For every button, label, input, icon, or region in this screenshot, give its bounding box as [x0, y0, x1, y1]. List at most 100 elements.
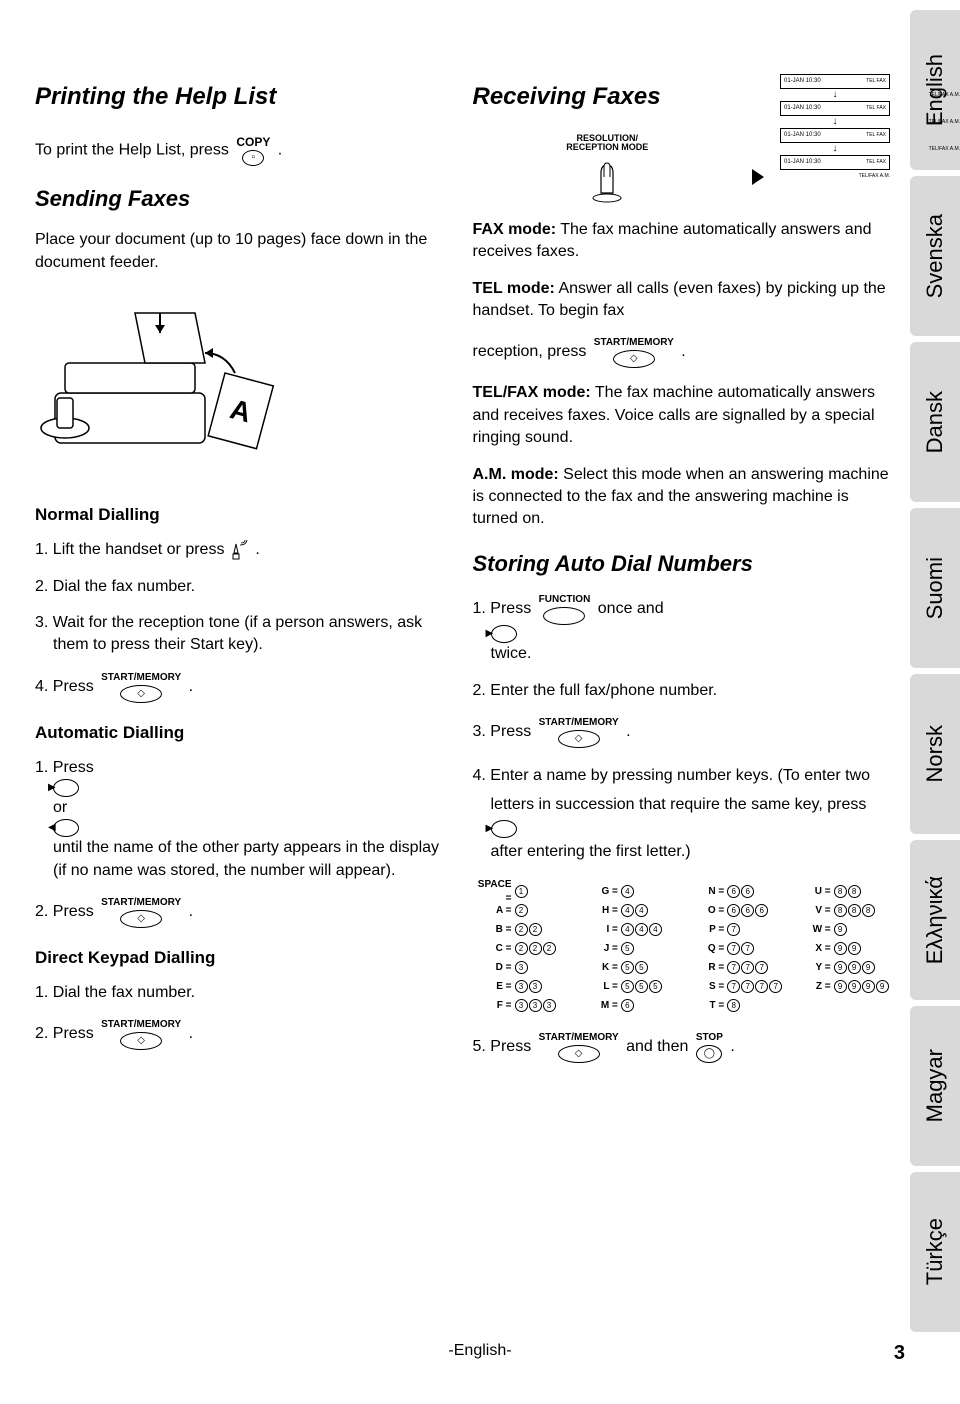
keypad-digit-icon: 3: [529, 980, 542, 993]
left-column: Printing the Help List To print the Help…: [35, 80, 453, 1302]
lang-tab-magyar[interactable]: Magyar: [910, 1006, 960, 1166]
keypad-digit-icon: 9: [862, 961, 875, 974]
letter-row: R =777: [685, 960, 783, 976]
page-footer: -English- 3: [0, 1332, 960, 1380]
store-step4: 4. Enter a name by pressing number keys.…: [473, 762, 891, 866]
letter-col-3: N =66O =666P =7Q =77R =777S =7777T =8: [685, 881, 783, 1017]
letter-row: F =333: [473, 998, 571, 1014]
keypad-digit-icon: 5: [621, 961, 634, 974]
letter-row: C =222: [473, 941, 571, 957]
keypad-digit-icon: 9: [848, 942, 861, 955]
lang-tab-svenska[interactable]: Svenska: [910, 176, 960, 336]
hand-press-icon: [587, 153, 627, 203]
keypad-digit-icon: 3: [543, 999, 556, 1012]
title-help-list: Printing the Help List: [35, 80, 453, 114]
keypad-digit-icon: 9: [834, 980, 847, 993]
auto-step1-a: 1. Press: [35, 759, 94, 776]
keypad-digit-icon: 7: [755, 980, 768, 993]
keypad-digit-icon: 9: [862, 980, 875, 993]
keypad-digit-icon: 9: [834, 942, 847, 955]
store-step3: 3. Press START/MEMORY ◇ .: [473, 716, 891, 748]
keypad-digit-icon: 8: [834, 904, 847, 917]
letter-row: E =33: [473, 979, 571, 995]
auto-step1-b: or: [53, 799, 67, 816]
telfax-mode-label: TEL/FAX mode:: [473, 384, 591, 401]
keypad-digit-icon: 4: [635, 923, 648, 936]
keypad-digit-icon: 9: [848, 961, 861, 974]
letter-col-1: SPACE =1A =2B =22C =222D =3E =33F =333: [473, 881, 571, 1017]
function-label: FUNCTION: [539, 593, 591, 607]
keypad-digit-icon: 9: [834, 923, 847, 936]
tel-mode-label: TEL mode:: [473, 280, 555, 297]
keypad-digit-icon: 7: [727, 942, 740, 955]
tel-mode-para: TEL mode: Answer all calls (even faxes) …: [473, 278, 891, 323]
right-arrow-button-icon: ▶: [53, 779, 79, 797]
start-oval: ◇: [120, 685, 162, 703]
letter-row: Q =77: [685, 941, 783, 957]
speaker-icon: [231, 540, 249, 560]
letter-row: A =2: [473, 903, 571, 919]
keypad-digit-icon: 5: [635, 980, 648, 993]
keypad-digit-icon: 3: [515, 980, 528, 993]
am-mode-para: A.M. mode: Select this mode when an answ…: [473, 464, 891, 531]
normal-step1: 1. Lift the handset or press .: [35, 539, 453, 561]
keypad-digit-icon: 4: [621, 904, 634, 917]
fax-mode-label: FAX mode:: [473, 221, 557, 238]
print-help-prefix: To print the Help List, press: [35, 141, 233, 158]
store-step5-b: and then: [626, 1038, 693, 1055]
letter-row: B =22: [473, 922, 571, 938]
direct-step2-prefix: 2. Press: [35, 1026, 98, 1043]
keypad-digit-icon: 6: [741, 885, 754, 898]
store-step3-prefix: 3. Press: [473, 723, 536, 740]
lang-tab-dansk[interactable]: Dansk: [910, 342, 960, 502]
keypad-digit-icon: 8: [848, 904, 861, 917]
keypad-digit-icon: 7: [741, 961, 754, 974]
start-memory-icon-2: START/MEMORY ◇: [101, 896, 181, 928]
letter-row: P =7: [685, 922, 783, 938]
lang-tab-norsk[interactable]: Norsk: [910, 674, 960, 834]
normal-step4: 4. Press START/MEMORY ◇ .: [35, 671, 453, 703]
keypad-digit-icon: 9: [834, 961, 847, 974]
keypad-digit-icon: 8: [727, 999, 740, 1012]
keypad-digit-icon: 7: [727, 961, 740, 974]
direct-step1: 1. Dial the fax number.: [35, 982, 453, 1004]
keypad-digit-icon: 4: [635, 904, 648, 917]
store-step1-b: once and: [598, 601, 664, 618]
start-memory-label: START/MEMORY: [101, 671, 181, 685]
keypad-digit-icon: 6: [755, 904, 768, 917]
keypad-digit-icon: 4: [621, 923, 634, 936]
letter-row: G =4: [579, 884, 677, 900]
auto-step1-c: until the name of the other party appear…: [53, 839, 439, 878]
letter-row: S =7777: [685, 979, 783, 995]
copy-label: COPY: [236, 134, 270, 151]
title-normal-dialling: Normal Dialling: [35, 503, 453, 527]
lang-tab-ελληνικά[interactable]: Ελληνικά: [910, 840, 960, 1000]
fax-mode-para: FAX mode: The fax machine automatically …: [473, 219, 891, 264]
letter-row: N =66: [685, 884, 783, 900]
start-memory-icon: START/MEMORY ◇: [101, 671, 181, 703]
letter-row: V =888: [792, 903, 890, 919]
lcd-display-stack: 01-JAN 10:30TEL FAX ↓TEL/FAX A.M. 01-JAN…: [780, 74, 890, 181]
keypad-digit-icon: 6: [621, 999, 634, 1012]
lang-tab-suomi[interactable]: Suomi: [910, 508, 960, 668]
keypad-digit-icon: 2: [515, 942, 528, 955]
am-mode-label: A.M. mode:: [473, 466, 559, 483]
keypad-digit-icon: 2: [543, 942, 556, 955]
letter-row: O =666: [685, 903, 783, 919]
content-columns: Printing the Help List To print the Help…: [0, 0, 910, 1332]
lang-tab-türkçe[interactable]: Türkçe: [910, 1172, 960, 1332]
keypad-digit-icon: 2: [515, 923, 528, 936]
stop-button-icon: STOP ◯: [696, 1031, 723, 1063]
letter-col-2: G =4H =44I =444J =5K =55L =555M =6: [579, 881, 677, 1017]
store-step4-b: after entering the first letter.): [491, 843, 691, 860]
stop-label: STOP: [696, 1031, 723, 1045]
keypad-digit-icon: 5: [635, 961, 648, 974]
store-step2: 2. Enter the full fax/phone number.: [473, 680, 891, 702]
reception-press: reception, press START/MEMORY ◇ .: [473, 336, 891, 368]
auto-step1: 1. Press ▶ or ◀ until the name of the ot…: [35, 757, 453, 883]
resolution-label: RESOLUTION/ RECEPTION MODE: [473, 134, 743, 154]
keypad-digit-icon: 6: [727, 885, 740, 898]
keypad-digit-icon: 6: [727, 904, 740, 917]
keypad-digit-icon: 7: [755, 961, 768, 974]
page-number: 3: [894, 1342, 905, 1365]
